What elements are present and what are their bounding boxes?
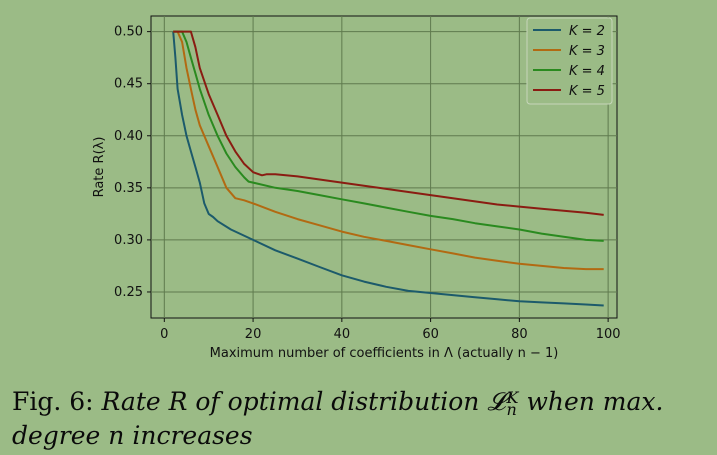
x-axis-ticks: 0 20 40 60 80 100 bbox=[160, 318, 621, 342]
x-tick-label: 60 bbox=[422, 327, 439, 342]
legend: K = 2 K = 3 K = 4 K = 5 bbox=[526, 17, 613, 105]
x-tick-label: 20 bbox=[245, 327, 262, 342]
caption-symbol-r: R bbox=[168, 387, 188, 416]
series-line-k5 bbox=[173, 30, 604, 216]
legend-label: K = 3 bbox=[569, 44, 605, 59]
legend-label: K = 2 bbox=[569, 24, 605, 39]
y-tick-label: 0.50 bbox=[114, 25, 143, 40]
y-axis-ticks: 0.25 0.30 0.35 0.40 0.45 0.50 bbox=[114, 25, 151, 300]
y-tick-label: 0.25 bbox=[114, 285, 143, 300]
caption-prefix: Fig. 6: bbox=[12, 387, 102, 416]
legend-box bbox=[526, 17, 613, 105]
y-tick-label: 0.35 bbox=[114, 181, 143, 196]
series-line-k3 bbox=[173, 30, 604, 271]
caption-text-middle: of optimal distribution bbox=[187, 387, 488, 416]
figure-caption: Fig. 6: Rate R of optimal distribution 𝓛… bbox=[12, 385, 707, 453]
caption-text-end: increases bbox=[124, 421, 253, 450]
legend-label: K = 4 bbox=[569, 64, 605, 79]
y-tick-label: 0.45 bbox=[114, 77, 143, 92]
legend-label: K = 5 bbox=[569, 84, 605, 99]
rate-chart: 0 20 40 60 80 100 0.25 0.30 0.35 0.40 0.45 0.50 Ma… bbox=[92, 15, 621, 361]
x-tick-label: 100 bbox=[596, 327, 621, 342]
caption-symbol-sub: n bbox=[506, 399, 517, 419]
y-axis-label: Rate R(λ) bbox=[92, 137, 107, 198]
x-tick-label: 40 bbox=[334, 327, 351, 342]
x-axis-label: Maximum number of coefficients in Λ (act… bbox=[210, 346, 559, 361]
caption-text-before: Rate bbox=[101, 387, 169, 416]
series-line-k2 bbox=[172, 31, 604, 307]
x-tick-label: 80 bbox=[511, 327, 528, 342]
y-tick-label: 0.30 bbox=[114, 233, 143, 248]
caption-symbol-n: n bbox=[108, 421, 125, 450]
series-line-k4 bbox=[173, 30, 604, 242]
caption-text-after: when max. degree bbox=[12, 387, 664, 450]
y-tick-label: 0.40 bbox=[114, 129, 143, 144]
caption-symbol-l: 𝓛 bbox=[487, 387, 506, 416]
caption-symbol-sup: K bbox=[506, 387, 519, 407]
series-lines bbox=[172, 30, 604, 307]
x-tick-label: 0 bbox=[160, 327, 168, 342]
